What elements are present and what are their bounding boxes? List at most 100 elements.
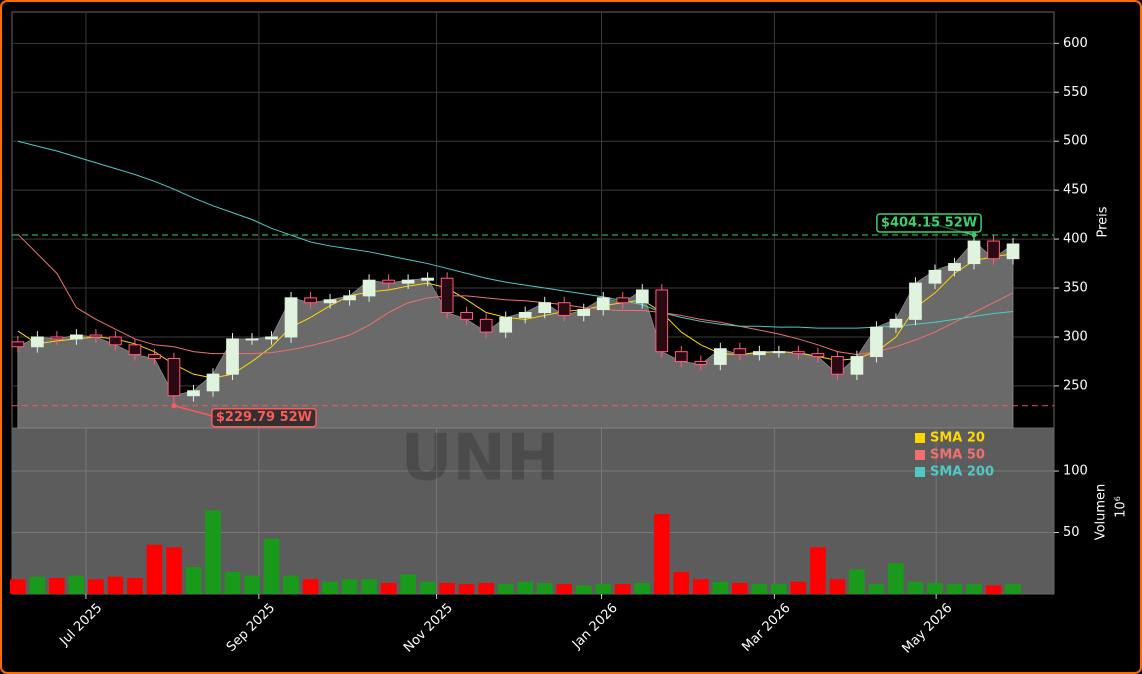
legend-swatch	[915, 450, 925, 460]
candle-body	[109, 336, 122, 346]
volume-bar	[380, 582, 397, 594]
volume-bar	[49, 578, 65, 594]
candle-body	[792, 351, 805, 355]
volume-bar	[341, 579, 358, 594]
volume-bar	[673, 571, 690, 594]
volume-bar	[595, 584, 612, 594]
candle-body	[362, 279, 376, 297]
candle-body	[226, 338, 239, 375]
volume-bar	[771, 584, 787, 594]
y-tick-label: 550	[1063, 85, 1088, 100]
annotation-box	[211, 407, 317, 428]
volume-bar	[10, 579, 26, 594]
candle-body	[655, 289, 669, 353]
candle-body	[11, 341, 25, 348]
volume-bar	[166, 547, 182, 594]
volume-bar	[810, 547, 826, 594]
volume-bar	[29, 576, 46, 594]
y-tick-label: 400	[1063, 232, 1088, 247]
candle-body	[167, 358, 181, 397]
candle-body	[713, 348, 727, 365]
volume-bar	[614, 584, 631, 594]
watermark: UNH	[400, 422, 559, 496]
y-tick-label: 50	[1063, 525, 1080, 540]
candle-body	[538, 302, 552, 313]
y-tick-label: 250	[1063, 378, 1088, 393]
volume-bar	[790, 581, 807, 594]
candle-body	[245, 338, 259, 341]
volume-bar	[146, 544, 163, 594]
volume-bar	[361, 579, 377, 594]
candle-body	[479, 318, 493, 333]
volume-bar	[497, 584, 514, 594]
candle-body	[616, 297, 630, 304]
arrow-head	[171, 403, 177, 409]
candle-body	[421, 277, 434, 281]
volume-bar	[985, 585, 1002, 594]
candle-body	[909, 282, 922, 320]
candle-body	[948, 263, 961, 271]
y-axis-label: Preis	[1096, 206, 1111, 237]
volume-bar	[283, 575, 299, 594]
sma-line	[17, 233, 1014, 356]
candle-body	[304, 297, 317, 304]
volume-bar	[205, 510, 221, 594]
candle-body	[401, 279, 415, 284]
y-tick-label: 600	[1063, 36, 1088, 51]
volume-bar	[556, 584, 573, 594]
legend-label: SMA 200	[930, 465, 994, 480]
volume-bar	[888, 563, 904, 594]
candle-body	[31, 336, 44, 348]
volume-bar	[419, 581, 436, 594]
candle-body	[89, 334, 103, 338]
volume-bar	[829, 579, 846, 594]
candle-body	[831, 356, 844, 375]
candle-body	[187, 390, 200, 397]
volume-bar	[224, 571, 241, 594]
candle-body	[635, 289, 649, 304]
legend-swatch	[915, 467, 925, 477]
volume-bar	[302, 579, 319, 594]
candle-body	[518, 311, 532, 318]
candle-body	[850, 356, 864, 375]
candle-body	[596, 297, 610, 311]
candle-body	[265, 336, 278, 340]
volume-bar	[478, 582, 494, 594]
volume-bar	[575, 585, 592, 594]
volume-bar	[439, 582, 455, 594]
volume-bar	[68, 575, 85, 594]
candle-body	[577, 309, 591, 316]
volume-bar	[536, 582, 553, 594]
y-tick-label: 450	[1063, 183, 1088, 198]
annotation-label: $404.15 52W	[881, 216, 977, 231]
candle-body	[987, 240, 1000, 260]
volume-bar	[88, 579, 104, 594]
legend-label: SMA 20	[930, 431, 985, 446]
volume-bar	[1005, 584, 1021, 594]
volume-bar	[634, 582, 651, 594]
candle-body	[499, 316, 513, 333]
candle-body	[323, 299, 337, 304]
volume-bar	[966, 584, 982, 594]
y-tick-label: 100	[1063, 464, 1088, 479]
candle-body	[284, 297, 298, 338]
volume-bar	[107, 576, 124, 594]
candle-body	[733, 348, 747, 356]
candle-body	[557, 302, 571, 316]
volume-bar	[400, 574, 416, 594]
candle-body	[694, 360, 708, 365]
y-tick-label: 350	[1063, 281, 1088, 296]
volume-bar	[907, 581, 924, 594]
legend-swatch	[915, 433, 925, 443]
volume-bar	[732, 582, 748, 594]
candle-body	[206, 373, 220, 392]
candle-body	[870, 326, 883, 358]
sma-line	[17, 140, 1014, 329]
volume-bar	[127, 578, 143, 594]
candle-body	[50, 336, 64, 340]
volume-bar	[751, 584, 768, 594]
candle-body	[928, 269, 942, 284]
candle-body	[460, 311, 474, 320]
candle-body	[752, 351, 766, 356]
